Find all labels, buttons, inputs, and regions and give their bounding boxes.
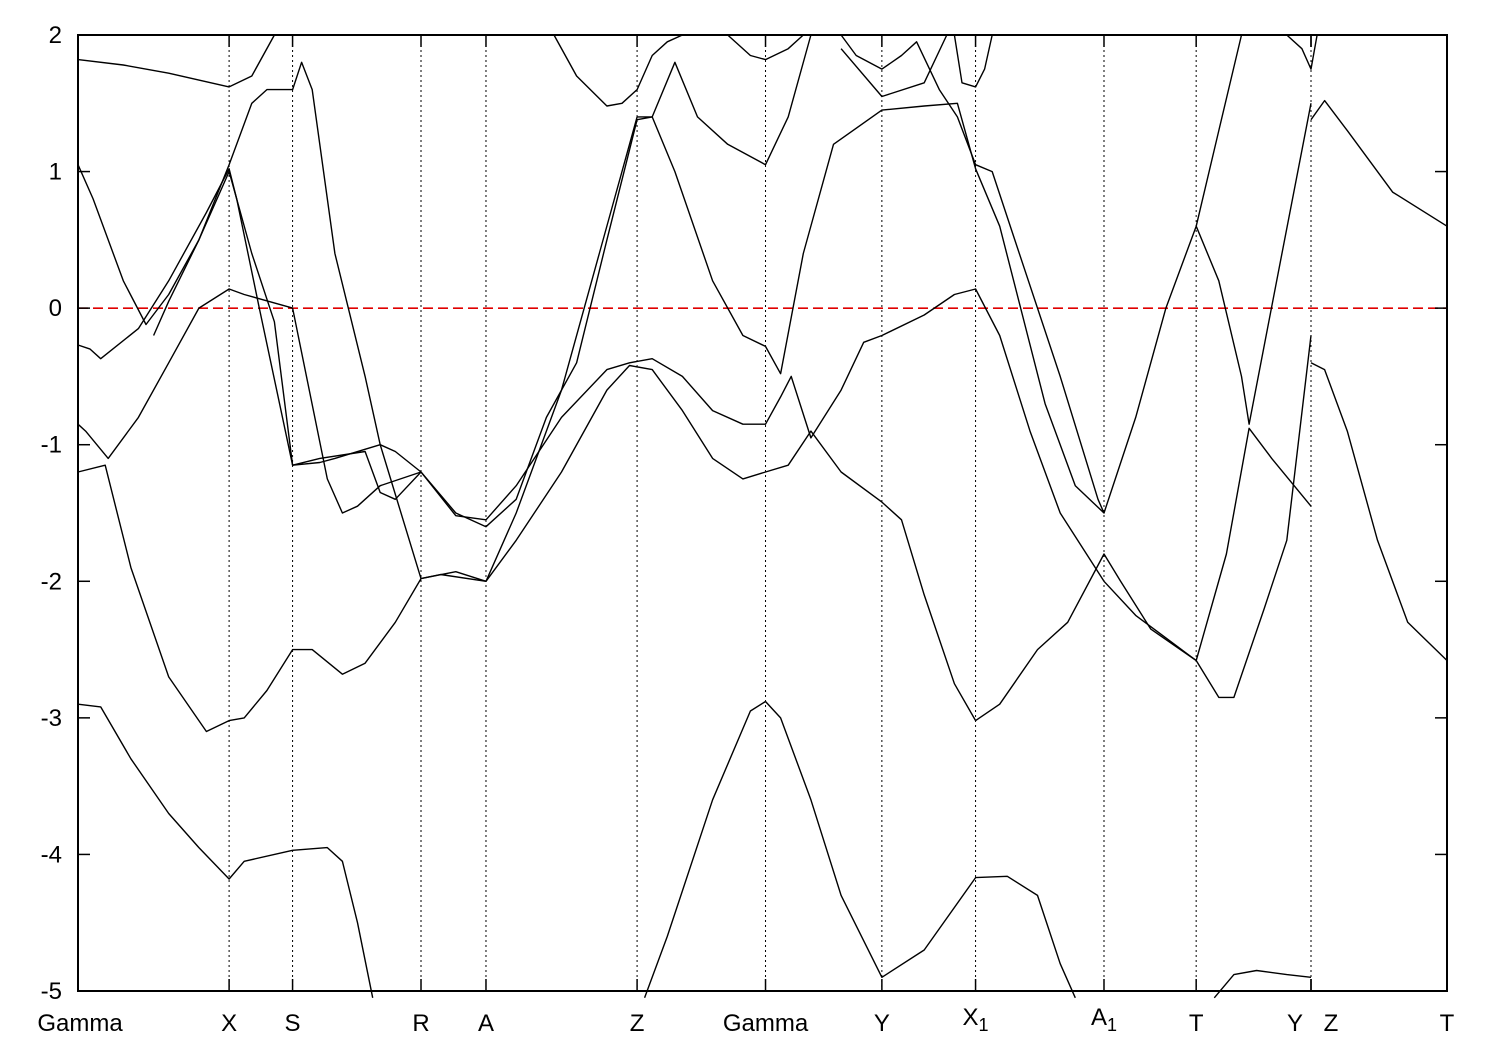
x-tick-label: T <box>1440 1010 1455 1037</box>
y-tick-label: 1 <box>49 159 62 186</box>
band-line <box>1286 34 1318 70</box>
band-line <box>840 34 948 98</box>
x-tick-label: T <box>1189 1010 1204 1037</box>
band-line <box>152 61 422 473</box>
x-tick-label: Gamma <box>723 1010 809 1037</box>
band-line <box>77 34 276 88</box>
band-line <box>1310 362 1448 662</box>
x-tick-label: Y <box>1287 1010 1303 1037</box>
y-tick-label: -2 <box>41 568 62 595</box>
band-line <box>77 703 374 998</box>
band-line <box>1213 969 1312 999</box>
y-tick-label: -1 <box>41 432 62 459</box>
band-line <box>643 700 1076 999</box>
band-line <box>727 34 804 61</box>
band-line <box>553 34 683 107</box>
x-axis-ticks: Gamma X S R A Z Gamma Y X1 A1 T Y Z T <box>37 35 1455 1037</box>
x-tick-label: A1 <box>1091 1004 1117 1035</box>
x-tick-label: R <box>412 1010 429 1037</box>
y-tick-label: -4 <box>41 841 62 868</box>
x-tick-label: Gamma <box>37 1010 123 1037</box>
band-line <box>77 34 812 528</box>
band-line <box>1310 99 1448 227</box>
band-line <box>77 335 1312 733</box>
kpoint-gridlines <box>228 35 1312 991</box>
x-tick-label: X1 <box>963 1004 989 1035</box>
plot-frame <box>77 34 1448 992</box>
band-lines <box>77 34 1448 999</box>
band-line <box>77 102 1312 582</box>
y-tick-label: -5 <box>41 978 62 1005</box>
x-tick-label: A <box>478 1010 494 1037</box>
x-tick-label: S <box>285 1010 301 1037</box>
x-tick-label: Y <box>874 1010 890 1037</box>
band-line <box>953 34 993 88</box>
y-tick-label: 2 <box>49 22 62 49</box>
band-line <box>1195 34 1243 227</box>
band-line <box>840 34 1105 514</box>
x-tick-label: X <box>221 1010 237 1037</box>
y-tick-label: 0 <box>49 295 62 322</box>
x-tick-label: Z <box>630 1010 645 1037</box>
x-tick-label: Z <box>1324 1010 1339 1037</box>
y-tick-label: -3 <box>41 705 62 732</box>
y-axis-ticks: 2 1 0 -1 -2 -3 -4 -5 <box>41 22 1447 1005</box>
band-line <box>77 288 1312 662</box>
